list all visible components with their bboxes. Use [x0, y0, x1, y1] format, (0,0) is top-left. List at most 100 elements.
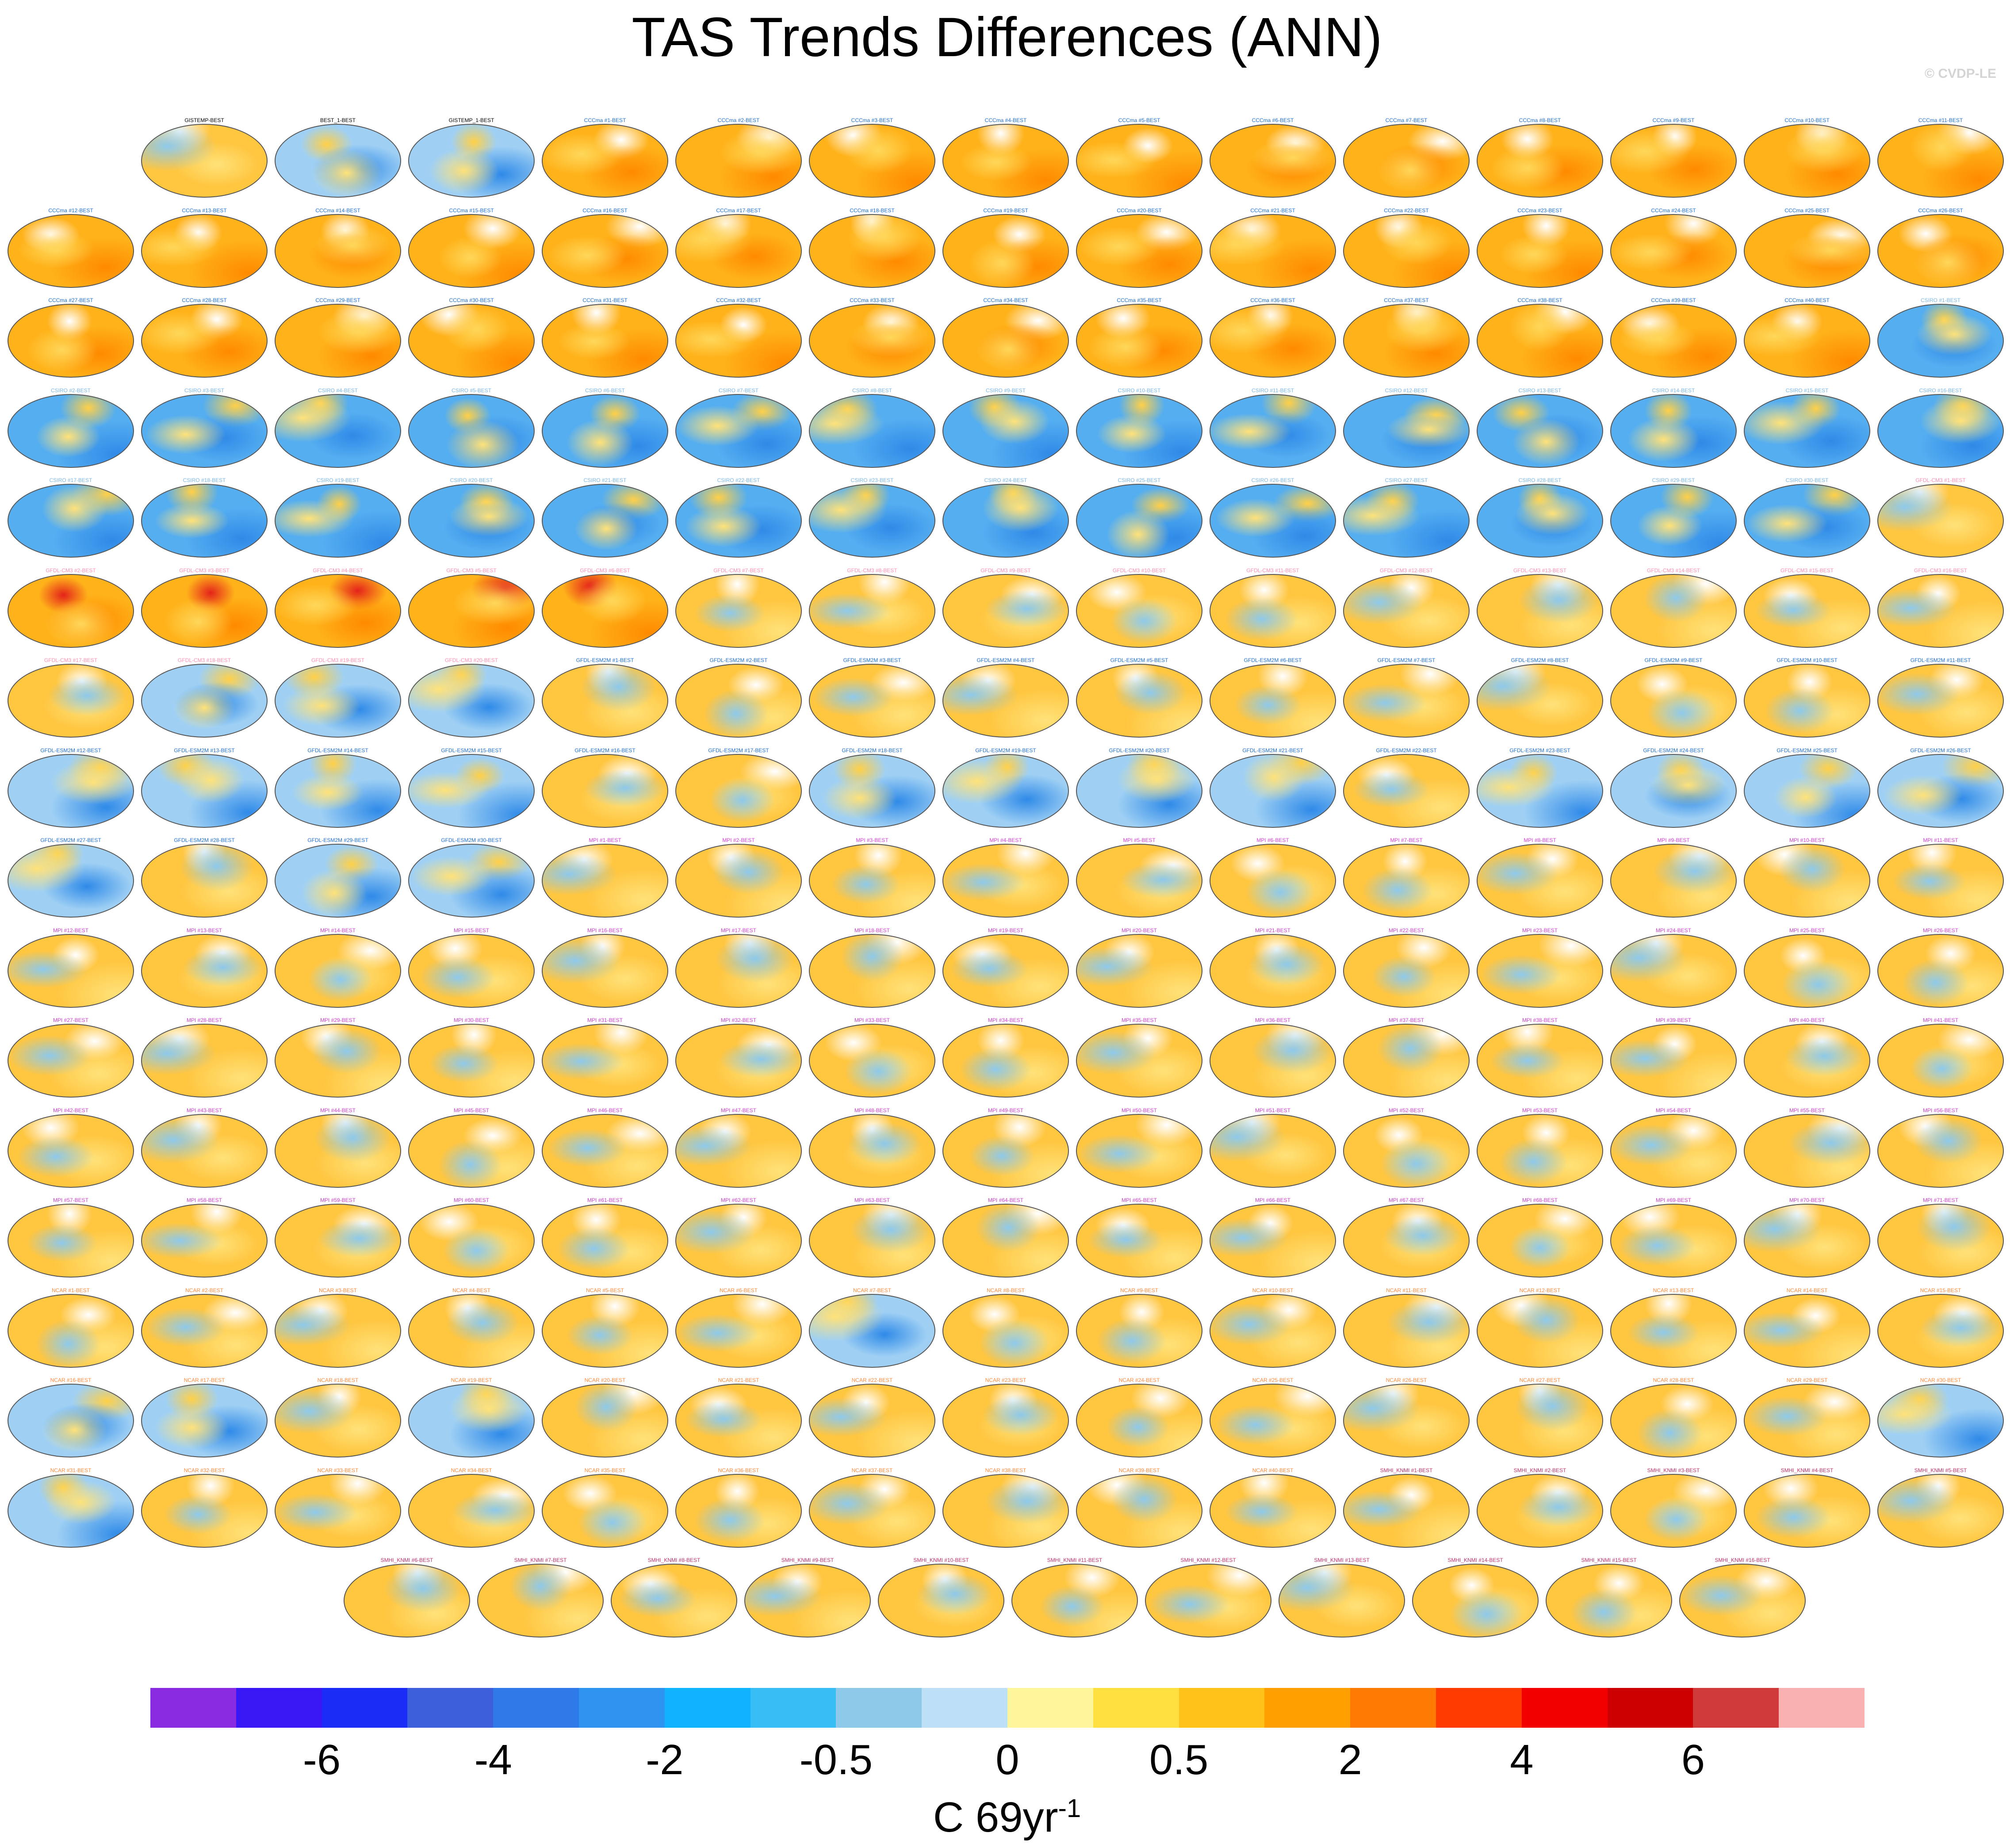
- map-panel: NCAR #15-BEST: [1876, 1287, 2005, 1369]
- panel-label: MPI #67-BEST: [1388, 1197, 1424, 1203]
- panel-map: [1343, 1204, 1470, 1278]
- map-panel: CCCma #10-BEST: [1743, 117, 1871, 199]
- panel-label: GISTEMP_1-BEST: [448, 117, 494, 123]
- panel-label: GFDL-CM3 #7-BEST: [713, 567, 764, 574]
- panel-map: [344, 1564, 470, 1638]
- panel-map: [1477, 754, 1603, 828]
- panel-map: [1076, 1024, 1202, 1098]
- panel-label: CSIRO #12-BEST: [1385, 387, 1428, 394]
- panel-map: [1610, 1384, 1737, 1458]
- map-panel: SMHI_KNMI #6-BEST: [343, 1557, 471, 1639]
- panel-map: [675, 1384, 802, 1458]
- panel-map: [1610, 1473, 1737, 1548]
- panel-label: MPI #4-BEST: [989, 837, 1022, 843]
- map-panel: NCAR #20-BEST: [541, 1377, 669, 1459]
- panel-map: [1610, 484, 1737, 558]
- map-panel: GFDL-ESM2M #28-BEST: [140, 837, 268, 919]
- map-panel: NCAR #33-BEST: [274, 1467, 402, 1549]
- panel-label: MPI #24-BEST: [1655, 927, 1692, 934]
- panel-label: CCCma #3-BEST: [851, 117, 893, 123]
- map-panel: CCCma #2-BEST: [674, 117, 803, 199]
- panel-map: [809, 1204, 935, 1278]
- map-panel: MPI #5-BEST: [1075, 837, 1203, 919]
- panel-label: MPI #70-BEST: [1789, 1197, 1825, 1203]
- map-panel: CCCma #8-BEST: [1476, 117, 1604, 199]
- panel-label: GFDL-ESM2M #28-BEST: [174, 837, 235, 843]
- panel-label: GFDL-ESM2M #29-BEST: [307, 837, 368, 843]
- panel-label: GFDL-CM3 #20-BEST: [444, 657, 498, 663]
- panel-map: [1744, 304, 1870, 378]
- map-panel: NCAR #1-BEST: [7, 1287, 135, 1369]
- map-panel: MPI #17-BEST: [674, 927, 803, 1009]
- panel-label: CCCma #20-BEST: [1117, 207, 1162, 214]
- map-panel: NCAR #29-BEST: [1743, 1377, 1871, 1459]
- map-panel: MPI #57-BEST: [7, 1197, 135, 1279]
- panel-label: MPI #41-BEST: [1922, 1017, 1959, 1023]
- panel-label: CSIRO #23-BEST: [850, 477, 894, 483]
- panel-map: [809, 934, 935, 1008]
- map-panel: CCCma #23-BEST: [1476, 207, 1604, 289]
- panel-map: [675, 214, 802, 288]
- map-panel: MPI #7-BEST: [1342, 837, 1470, 919]
- units-base: C 69yr: [933, 1794, 1058, 1841]
- panel-label: CCCma #9-BEST: [1652, 117, 1695, 123]
- panel-map: [1477, 1024, 1603, 1098]
- panel-map: [477, 1564, 604, 1638]
- panel-label: CSIRO #18-BEST: [183, 477, 226, 483]
- panel-map: [8, 844, 134, 918]
- map-panel: GFDL-ESM2M #24-BEST: [1609, 747, 1738, 829]
- panel-label: GISTEMP-BEST: [184, 117, 224, 123]
- panel-map: [408, 574, 535, 648]
- map-panel: MPI #53-BEST: [1476, 1107, 1604, 1189]
- panel-label: MPI #56-BEST: [1922, 1107, 1959, 1113]
- panel-map: [141, 124, 268, 198]
- panel-map: [1477, 934, 1603, 1008]
- panel-map: [275, 394, 401, 468]
- colorbar-box: [1350, 1688, 1436, 1728]
- panel-map: [675, 1204, 802, 1278]
- colorbar-box: [750, 1688, 836, 1728]
- panel-label: CCCma #10-BEST: [1784, 117, 1830, 123]
- panel-label: NCAR #18-BEST: [317, 1377, 359, 1383]
- panel-label: MPI #62-BEST: [720, 1197, 757, 1203]
- panel-map: [542, 124, 668, 198]
- panel-label: MPI #5-BEST: [1123, 837, 1156, 843]
- map-panel: MPI #67-BEST: [1342, 1197, 1470, 1279]
- map-panel: NCAR #8-BEST: [942, 1287, 1070, 1369]
- panel-label: MPI #19-BEST: [988, 927, 1024, 934]
- map-panel: GFDL-ESM2M #14-BEST: [274, 747, 402, 829]
- colorbar: [150, 1688, 1865, 1728]
- map-panel: NCAR #4-BEST: [407, 1287, 536, 1369]
- map-panel: CCCma #37-BEST: [1342, 297, 1470, 379]
- panel-label: SMHI_KNMI #9-BEST: [781, 1557, 834, 1563]
- map-panel: GFDL-ESM2M #2-BEST: [674, 657, 803, 739]
- panel-label: GFDL-CM3 #17-BEST: [44, 657, 98, 663]
- panel-label: MPI #14-BEST: [320, 927, 356, 934]
- panel-map: [675, 754, 802, 828]
- map-panel: NCAR #10-BEST: [1209, 1287, 1337, 1369]
- panel-map: [8, 1024, 134, 1098]
- panel-label: MPI #64-BEST: [988, 1197, 1024, 1203]
- panel-label: NCAR #14-BEST: [1786, 1287, 1828, 1293]
- panel-label: MPI #59-BEST: [320, 1197, 356, 1203]
- panel-map: [1076, 844, 1202, 918]
- colorbar-tick-label: 4: [1510, 1736, 1534, 1783]
- map-panel: CCCma #22-BEST: [1342, 207, 1470, 289]
- panel-map: [1744, 1384, 1870, 1458]
- map-panel: NCAR #2-BEST: [140, 1287, 268, 1369]
- panel-map: [1877, 1473, 2004, 1548]
- map-panel: MPI #40-BEST: [1743, 1017, 1871, 1099]
- map-panel: MPI #20-BEST: [1075, 927, 1203, 1009]
- map-panel: SMHI_KNMI #5-BEST: [1876, 1467, 2005, 1549]
- map-panel: NCAR #11-BEST: [1342, 1287, 1470, 1369]
- map-panel: MPI #43-BEST: [140, 1107, 268, 1189]
- map-panel: MPI #47-BEST: [674, 1107, 803, 1189]
- panel-label: NCAR #40-BEST: [1252, 1467, 1294, 1473]
- panel-label: MPI #44-BEST: [320, 1107, 356, 1113]
- panel-label: GFDL-ESM2M #23-BEST: [1509, 747, 1570, 754]
- panel-label: NCAR #34-BEST: [451, 1467, 492, 1473]
- panel-label: NCAR #1-BEST: [51, 1287, 90, 1293]
- panel-label: SMHI_KNMI #12-BEST: [1180, 1557, 1236, 1563]
- panel-label: CSIRO #25-BEST: [1118, 477, 1161, 483]
- panel-label: MPI #32-BEST: [720, 1017, 757, 1023]
